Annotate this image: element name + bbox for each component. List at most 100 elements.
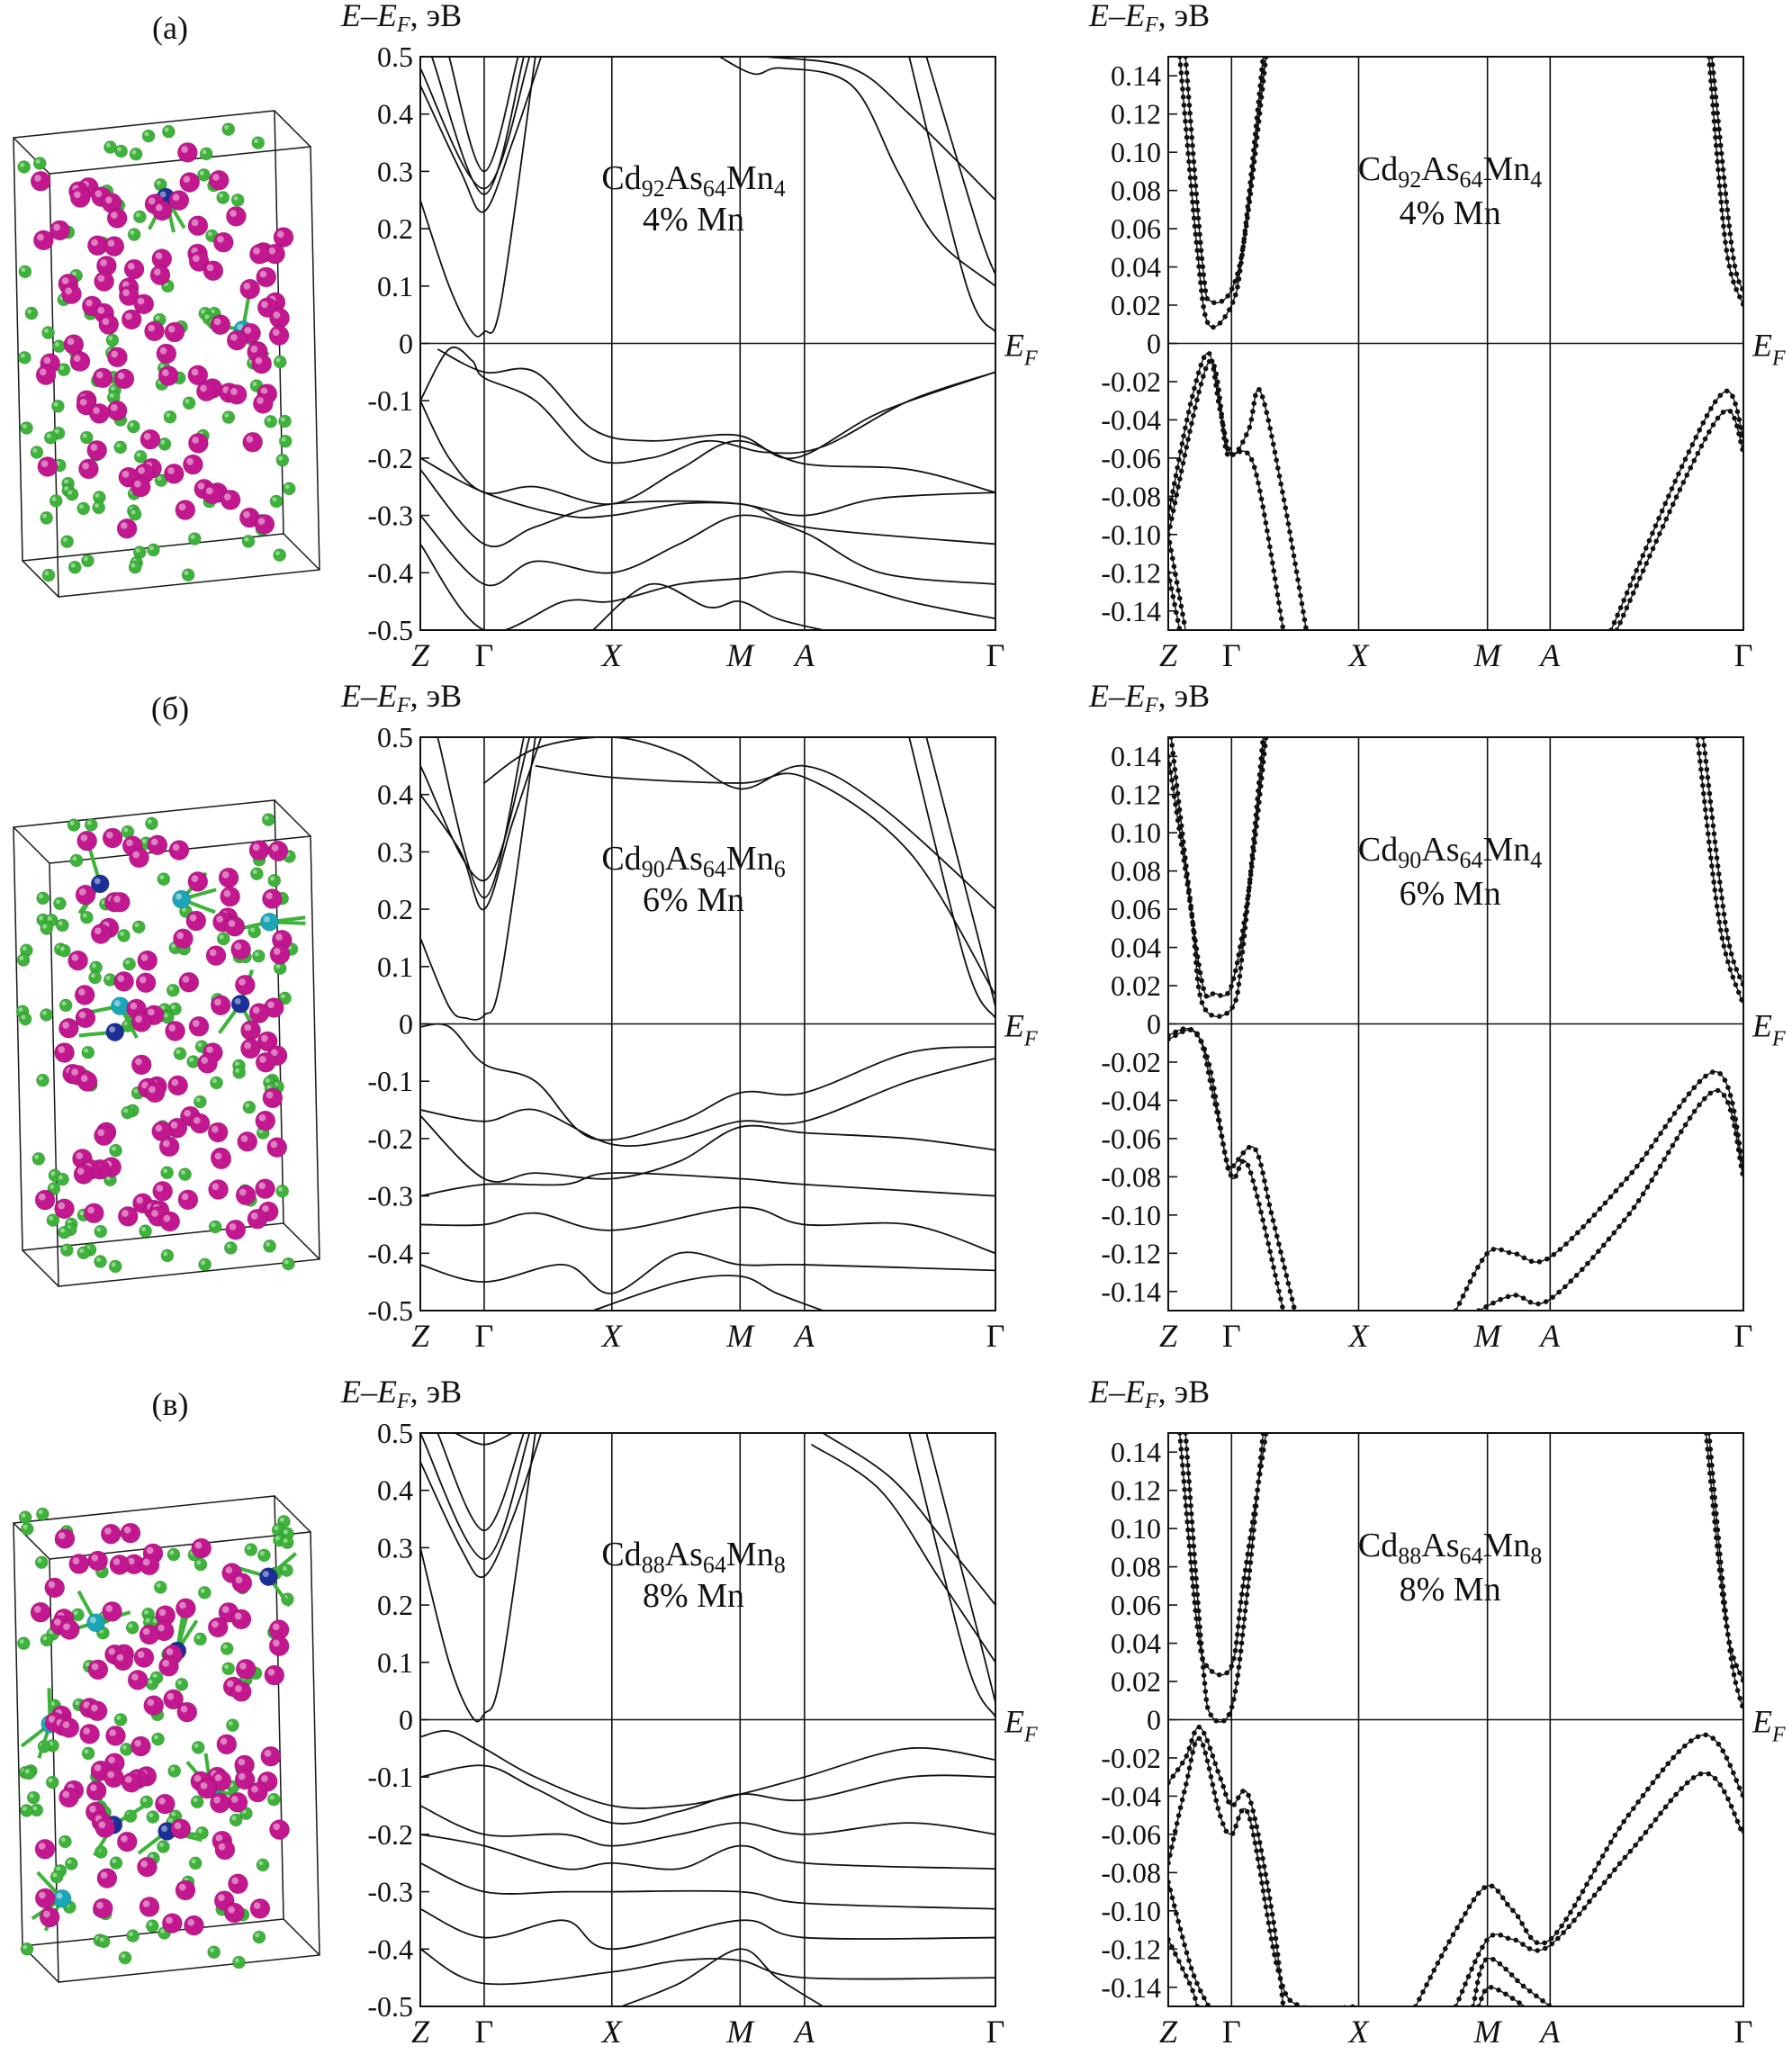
band-data-point [1695, 450, 1701, 456]
atom-highlight [91, 1663, 99, 1671]
band-data-point [1251, 158, 1257, 165]
band-data-point [1205, 2002, 1211, 2006]
band-data-point [1727, 1762, 1733, 1769]
atom-highlight [74, 191, 81, 199]
panel-label: (а) [152, 10, 188, 46]
band-data-point [1189, 1519, 1195, 1525]
band-data-point [1185, 1471, 1192, 1476]
cd-atom [143, 1695, 165, 1717]
band-data-point [1184, 62, 1189, 68]
as-atom [278, 991, 293, 1005]
band-data-point [1218, 1813, 1223, 1819]
y-tick-label: -0.10 [1101, 1895, 1161, 1927]
as-atom [207, 1945, 221, 1960]
energy-band [420, 457, 995, 518]
atom-highlight [171, 943, 176, 949]
cd-atom [175, 500, 196, 521]
k-point-label: M [725, 1318, 755, 1354]
band-data-point [1256, 1840, 1263, 1845]
band-data-point [1714, 903, 1720, 909]
atom-highlight [169, 1550, 175, 1555]
band-data-point [1249, 175, 1256, 181]
band-data-point [1222, 444, 1229, 449]
atom-highlight [122, 1744, 127, 1750]
band-data-point [1717, 191, 1724, 197]
band-data-point [1169, 516, 1175, 522]
band-data-point [1219, 1133, 1224, 1139]
band-data-point [1201, 272, 1207, 277]
atom-highlight [39, 1891, 46, 1899]
band-data-point [1417, 1996, 1422, 2002]
atom-highlight [207, 231, 212, 237]
band-data-point [1723, 191, 1729, 197]
atom-highlight [83, 1701, 91, 1708]
atom-highlight [220, 1737, 228, 1745]
cd-atom [144, 1082, 166, 1104]
band-data-point [1273, 1273, 1278, 1278]
y-tick-label: 0.08 [1111, 175, 1161, 207]
band-data-point [1736, 431, 1742, 437]
atom-highlight [139, 976, 147, 984]
cd-atom [73, 1164, 95, 1185]
band-data-point [1526, 1988, 1533, 1994]
y-tick-label: 0.14 [1111, 740, 1161, 772]
band-data-point [1168, 1887, 1174, 1893]
band-data-point [1690, 1775, 1697, 1780]
atom-highlight [77, 988, 86, 996]
band-data-point [1217, 395, 1222, 401]
atom-highlight [62, 1790, 70, 1798]
atom-highlight [235, 1576, 243, 1584]
band-data-point [1277, 608, 1283, 614]
band-data-point [1275, 465, 1281, 471]
band-data-point [1226, 1712, 1232, 1717]
y-tick-label: -0.08 [1101, 480, 1161, 512]
atom-highlight [104, 1528, 112, 1535]
band-data-point [1498, 1296, 1503, 1302]
band-data-point [1634, 1163, 1640, 1169]
cd-atom [177, 1189, 199, 1211]
atom-highlight [252, 1006, 260, 1014]
band-data-point [1528, 1258, 1535, 1265]
atom-highlight [181, 907, 186, 912]
band-data-point [1217, 320, 1223, 326]
band-data-point [1736, 417, 1742, 422]
k-point-label: Γ [1222, 1318, 1241, 1354]
band-data-point [1268, 552, 1274, 558]
band-data-point [1287, 529, 1292, 535]
y-tick-label: -0.12 [1101, 1237, 1161, 1269]
band-data-point [1254, 1848, 1259, 1854]
band-data-point [1168, 532, 1171, 537]
atom-highlight [107, 1771, 115, 1779]
as-atom [132, 210, 147, 224]
cd-atom [95, 1817, 116, 1839]
atom-highlight [172, 194, 180, 202]
band-data-point [1724, 935, 1731, 942]
atom-highlight [210, 1948, 215, 1953]
band-data-point [1715, 1741, 1722, 1747]
y-tick-label: 0 [399, 1008, 413, 1041]
band-data-point [1712, 399, 1718, 405]
as-atom [167, 1763, 182, 1778]
atom-highlight [146, 1546, 154, 1555]
band-data-point [1733, 1778, 1740, 1783]
as-atom [128, 507, 142, 521]
atom-highlight [94, 878, 101, 885]
atom-highlight [158, 1609, 167, 1617]
atom-highlight [91, 1554, 99, 1562]
band-data-point [1175, 1918, 1181, 1924]
atom-highlight [95, 190, 103, 198]
band-data-point [1714, 855, 1720, 861]
band-data-point [1640, 1792, 1646, 1798]
atom-highlight [79, 1248, 85, 1254]
band-data-point [1643, 545, 1649, 551]
band-data-point [1234, 1632, 1240, 1637]
band-data-point [1700, 737, 1706, 740]
band-data-point [1254, 1194, 1260, 1199]
atom-highlight [79, 398, 87, 406]
band-data-point [1168, 1032, 1171, 1039]
band-data-point [1264, 410, 1270, 416]
atom-highlight [263, 915, 270, 923]
energy-band [420, 1834, 995, 1870]
atom-highlight [194, 1743, 199, 1748]
band-data-point [1600, 1242, 1607, 1248]
